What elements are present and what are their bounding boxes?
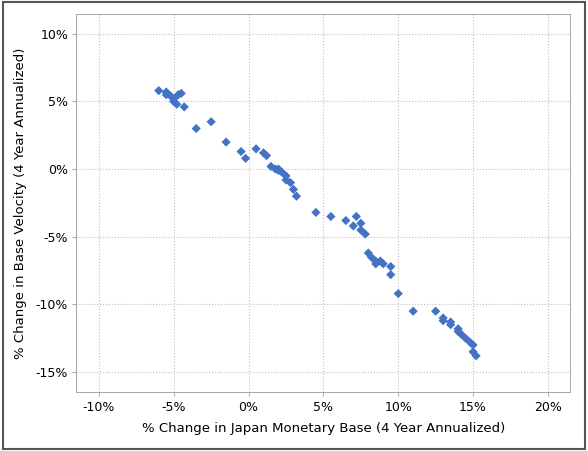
Point [453, 328, 463, 335]
Point [289, 186, 298, 193]
Point [376, 258, 385, 265]
Point [453, 325, 463, 332]
Point [409, 308, 418, 315]
Point [461, 335, 470, 342]
Point [281, 172, 290, 179]
Point [386, 271, 396, 278]
Point [349, 222, 358, 230]
Point [341, 217, 350, 224]
Point [360, 230, 370, 238]
Point [277, 168, 286, 175]
Point [286, 179, 295, 186]
Point [379, 260, 388, 267]
Point [173, 91, 183, 98]
Point [274, 166, 283, 173]
Point [363, 249, 373, 257]
Point [292, 193, 301, 200]
Point [192, 125, 201, 132]
Point [169, 95, 178, 102]
Point [431, 308, 440, 315]
Point [172, 101, 182, 108]
Point [251, 145, 260, 152]
Point [446, 318, 455, 326]
Point [162, 88, 171, 96]
Point [154, 87, 163, 94]
Point [266, 163, 276, 170]
Point [222, 138, 231, 146]
Y-axis label: % Change in Base Velocity (4 Year Annualized): % Change in Base Velocity (4 Year Annual… [14, 47, 28, 359]
Point [206, 118, 216, 125]
Point [356, 220, 366, 227]
Point [469, 348, 478, 355]
Point [465, 339, 475, 346]
Point [166, 92, 175, 100]
Point [274, 167, 283, 174]
Point [352, 213, 361, 220]
Point [386, 263, 396, 270]
Point [371, 260, 380, 267]
Point [281, 176, 290, 184]
Point [162, 91, 171, 98]
Point [179, 103, 189, 110]
Point [366, 253, 376, 261]
Point [311, 209, 320, 216]
Point [236, 148, 246, 155]
Point [393, 290, 403, 297]
Point [439, 314, 448, 322]
Point [472, 352, 481, 359]
Point [241, 155, 250, 162]
Point [271, 166, 280, 173]
Point [356, 226, 366, 234]
Point [169, 98, 178, 105]
Point [259, 149, 268, 156]
Point [371, 258, 380, 265]
Point [262, 152, 271, 159]
Point [456, 331, 466, 338]
Point [446, 321, 455, 328]
X-axis label: % Change in Japan Monetary Base (4 Year Annualized): % Change in Japan Monetary Base (4 Year … [142, 422, 505, 435]
Point [439, 317, 448, 324]
Point [326, 213, 336, 220]
Point [176, 90, 186, 97]
Point [469, 341, 478, 349]
